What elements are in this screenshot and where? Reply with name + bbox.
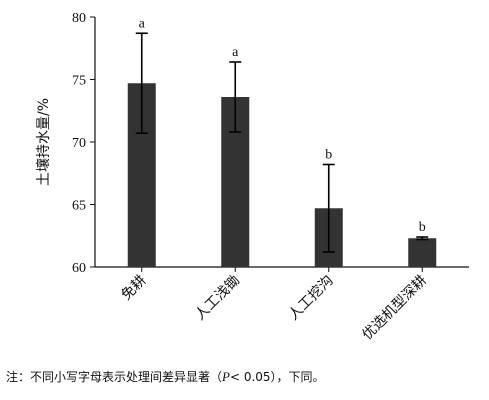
y-tick-label: 70 [72,136,86,151]
y-axis-label-group: 土壤持水量/% [35,98,52,186]
bar [408,238,437,267]
footnote-prefix: 注：不同小写字母表示处理间差异显著（ [6,370,223,384]
y-tick-label: 80 [72,11,86,26]
y-tick-label: 60 [72,261,86,276]
x-tick-label: 人工挖沟 [286,273,337,324]
y-axis-label: 土壤持水量/% [35,98,52,186]
footnote: 注：不同小写字母表示处理间差异显著（P< 0.05），下同。 [6,368,325,385]
footnote-suffix: < 0.05），下同。 [229,370,325,384]
y-tick-label: 75 [72,74,86,89]
x-tick-label: 人工浅锄 [192,273,243,324]
y-tick-label: 65 [72,199,86,214]
significance-letter: b [419,220,426,235]
significance-letter: b [325,148,332,163]
significance-letters: a a b b [139,16,426,235]
x-tick-label: 优选机型深耕 [359,272,430,343]
significance-letter: a [139,16,146,31]
significance-letter: a [232,45,239,60]
error-bars [135,32,429,253]
x-tick-label: 免耕 [118,272,150,304]
footnote-p-symbol: P [222,369,230,384]
bars [127,83,437,267]
bar-chart: 60 65 70 75 80 免耕 人工浅锄 人工挖沟 优选机型深耕 a a b b 土壤持水量/% [35,11,469,343]
